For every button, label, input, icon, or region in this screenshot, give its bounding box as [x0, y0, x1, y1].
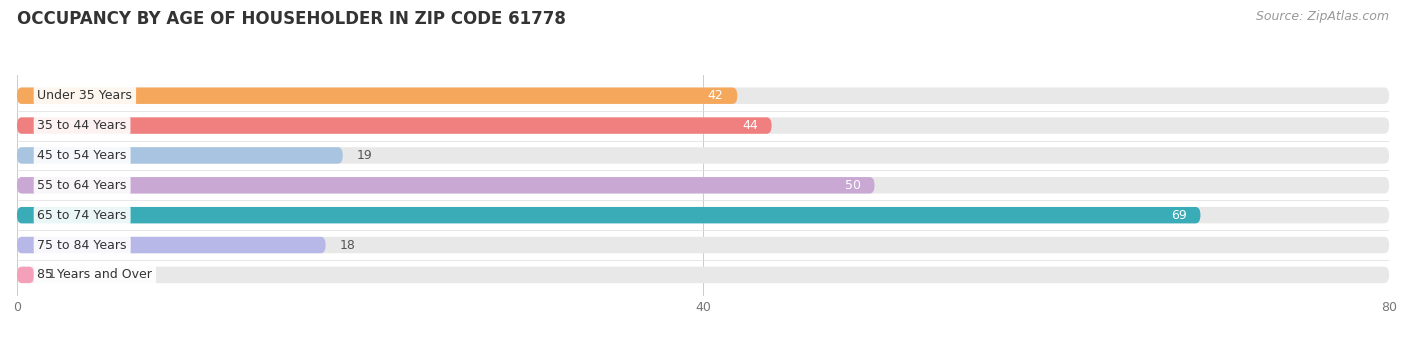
Text: 45 to 54 Years: 45 to 54 Years [38, 149, 127, 162]
Text: 18: 18 [339, 239, 356, 252]
FancyBboxPatch shape [17, 87, 737, 104]
FancyBboxPatch shape [17, 237, 326, 253]
FancyBboxPatch shape [17, 207, 1201, 223]
Text: 42: 42 [707, 89, 724, 102]
Text: Source: ZipAtlas.com: Source: ZipAtlas.com [1256, 10, 1389, 23]
FancyBboxPatch shape [17, 267, 1389, 283]
FancyBboxPatch shape [17, 117, 1389, 134]
Text: 1: 1 [48, 268, 56, 282]
Text: OCCUPANCY BY AGE OF HOUSEHOLDER IN ZIP CODE 61778: OCCUPANCY BY AGE OF HOUSEHOLDER IN ZIP C… [17, 10, 565, 28]
Text: 65 to 74 Years: 65 to 74 Years [38, 209, 127, 222]
FancyBboxPatch shape [17, 177, 875, 193]
FancyBboxPatch shape [17, 117, 772, 134]
FancyBboxPatch shape [17, 87, 1389, 104]
Text: 55 to 64 Years: 55 to 64 Years [38, 179, 127, 192]
Text: 19: 19 [357, 149, 373, 162]
FancyBboxPatch shape [17, 237, 1389, 253]
Text: 85 Years and Over: 85 Years and Over [38, 268, 152, 282]
Text: 75 to 84 Years: 75 to 84 Years [38, 239, 127, 252]
Text: 69: 69 [1171, 209, 1187, 222]
Text: Under 35 Years: Under 35 Years [38, 89, 132, 102]
FancyBboxPatch shape [17, 177, 1389, 193]
FancyBboxPatch shape [17, 147, 343, 164]
Text: 50: 50 [845, 179, 860, 192]
FancyBboxPatch shape [17, 267, 34, 283]
Text: 35 to 44 Years: 35 to 44 Years [38, 119, 127, 132]
FancyBboxPatch shape [17, 147, 1389, 164]
Text: 44: 44 [742, 119, 758, 132]
FancyBboxPatch shape [17, 207, 1389, 223]
